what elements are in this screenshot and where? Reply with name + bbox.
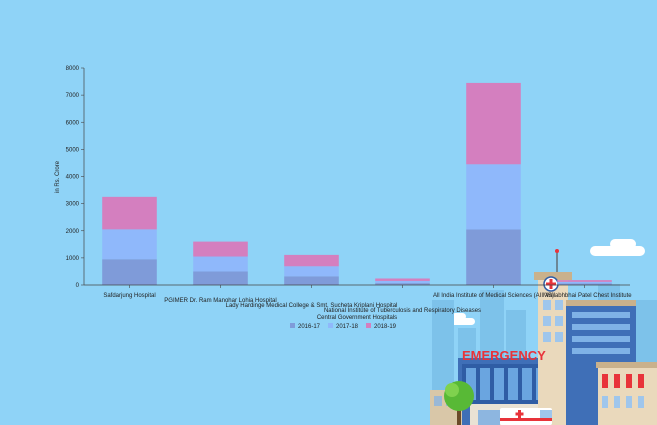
hospital-tower — [534, 249, 572, 425]
bar-segment — [375, 278, 430, 281]
y-tick-label: 7000 — [66, 93, 80, 99]
x-axis-title: Central Government Hospitals — [317, 315, 397, 321]
bar-segment — [557, 281, 612, 284]
tree-icon — [444, 381, 474, 425]
bar-segment — [466, 164, 521, 230]
cloud-icon — [590, 239, 645, 256]
bar-segment — [193, 271, 248, 285]
x-tick-label: Lady Hardinge Medical College & Smt. Suc… — [226, 303, 398, 309]
bar-segment — [557, 280, 612, 282]
y-tick-label: 6000 — [66, 120, 80, 126]
bar-segment — [284, 254, 339, 267]
bar-segment — [193, 256, 248, 272]
legend-swatch — [290, 323, 295, 328]
x-tick-label: All India Institute of Medical Sciences … — [433, 293, 554, 299]
bar-segment — [375, 283, 430, 285]
bar-segment — [102, 259, 157, 285]
bar-segment — [466, 229, 521, 285]
x-tick-label: Safdarjung Hospital — [103, 293, 155, 299]
bars-layer — [102, 82, 612, 285]
hospital-wing — [566, 300, 657, 425]
y-tick-label: 3000 — [66, 202, 80, 208]
legend-label: 2016-17 — [298, 324, 321, 330]
x-tick-label: National Institute of Tuberculosis and R… — [324, 308, 481, 314]
legend: 2016-17 2017-18 2018-19 — [290, 323, 397, 330]
y-tick-label: 5000 — [66, 147, 80, 153]
y-axis-ticks: 0 1000 2000 3000 4000 5000 6000 7000 8000 — [66, 66, 84, 289]
bar-segment — [102, 196, 157, 230]
y-tick-label: 0 — [76, 283, 80, 289]
legend-label: 2017-18 — [336, 324, 359, 330]
bar-segment — [284, 266, 339, 277]
x-tick-label: Vallabhbhai Patel Chest Institute — [545, 293, 632, 299]
ambulance-icon — [500, 408, 552, 425]
bar-segment — [557, 283, 612, 285]
legend-swatch — [366, 323, 371, 328]
bar-segment — [375, 280, 430, 284]
bar-segment — [102, 229, 157, 260]
y-tick-label: 2000 — [66, 229, 80, 235]
y-tick-label: 8000 — [66, 66, 80, 72]
emergency-sign: EMERGENCY — [462, 348, 546, 363]
x-tick-label: PGIMER Dr. Ram Manohar Lohia Hospital — [164, 298, 276, 304]
legend-label: 2018-19 — [374, 324, 397, 330]
bar-segment — [193, 241, 248, 257]
bar-segment — [284, 276, 339, 285]
x-axis-ticks: Safdarjung Hospital PGIMER Dr. Ram Manoha… — [103, 285, 632, 314]
y-tick-label: 1000 — [66, 256, 80, 262]
legend-swatch — [328, 323, 333, 328]
y-axis-title: in Rs. Crore — [55, 160, 61, 193]
bar-segment — [466, 82, 521, 165]
y-tick-label: 4000 — [66, 175, 80, 181]
